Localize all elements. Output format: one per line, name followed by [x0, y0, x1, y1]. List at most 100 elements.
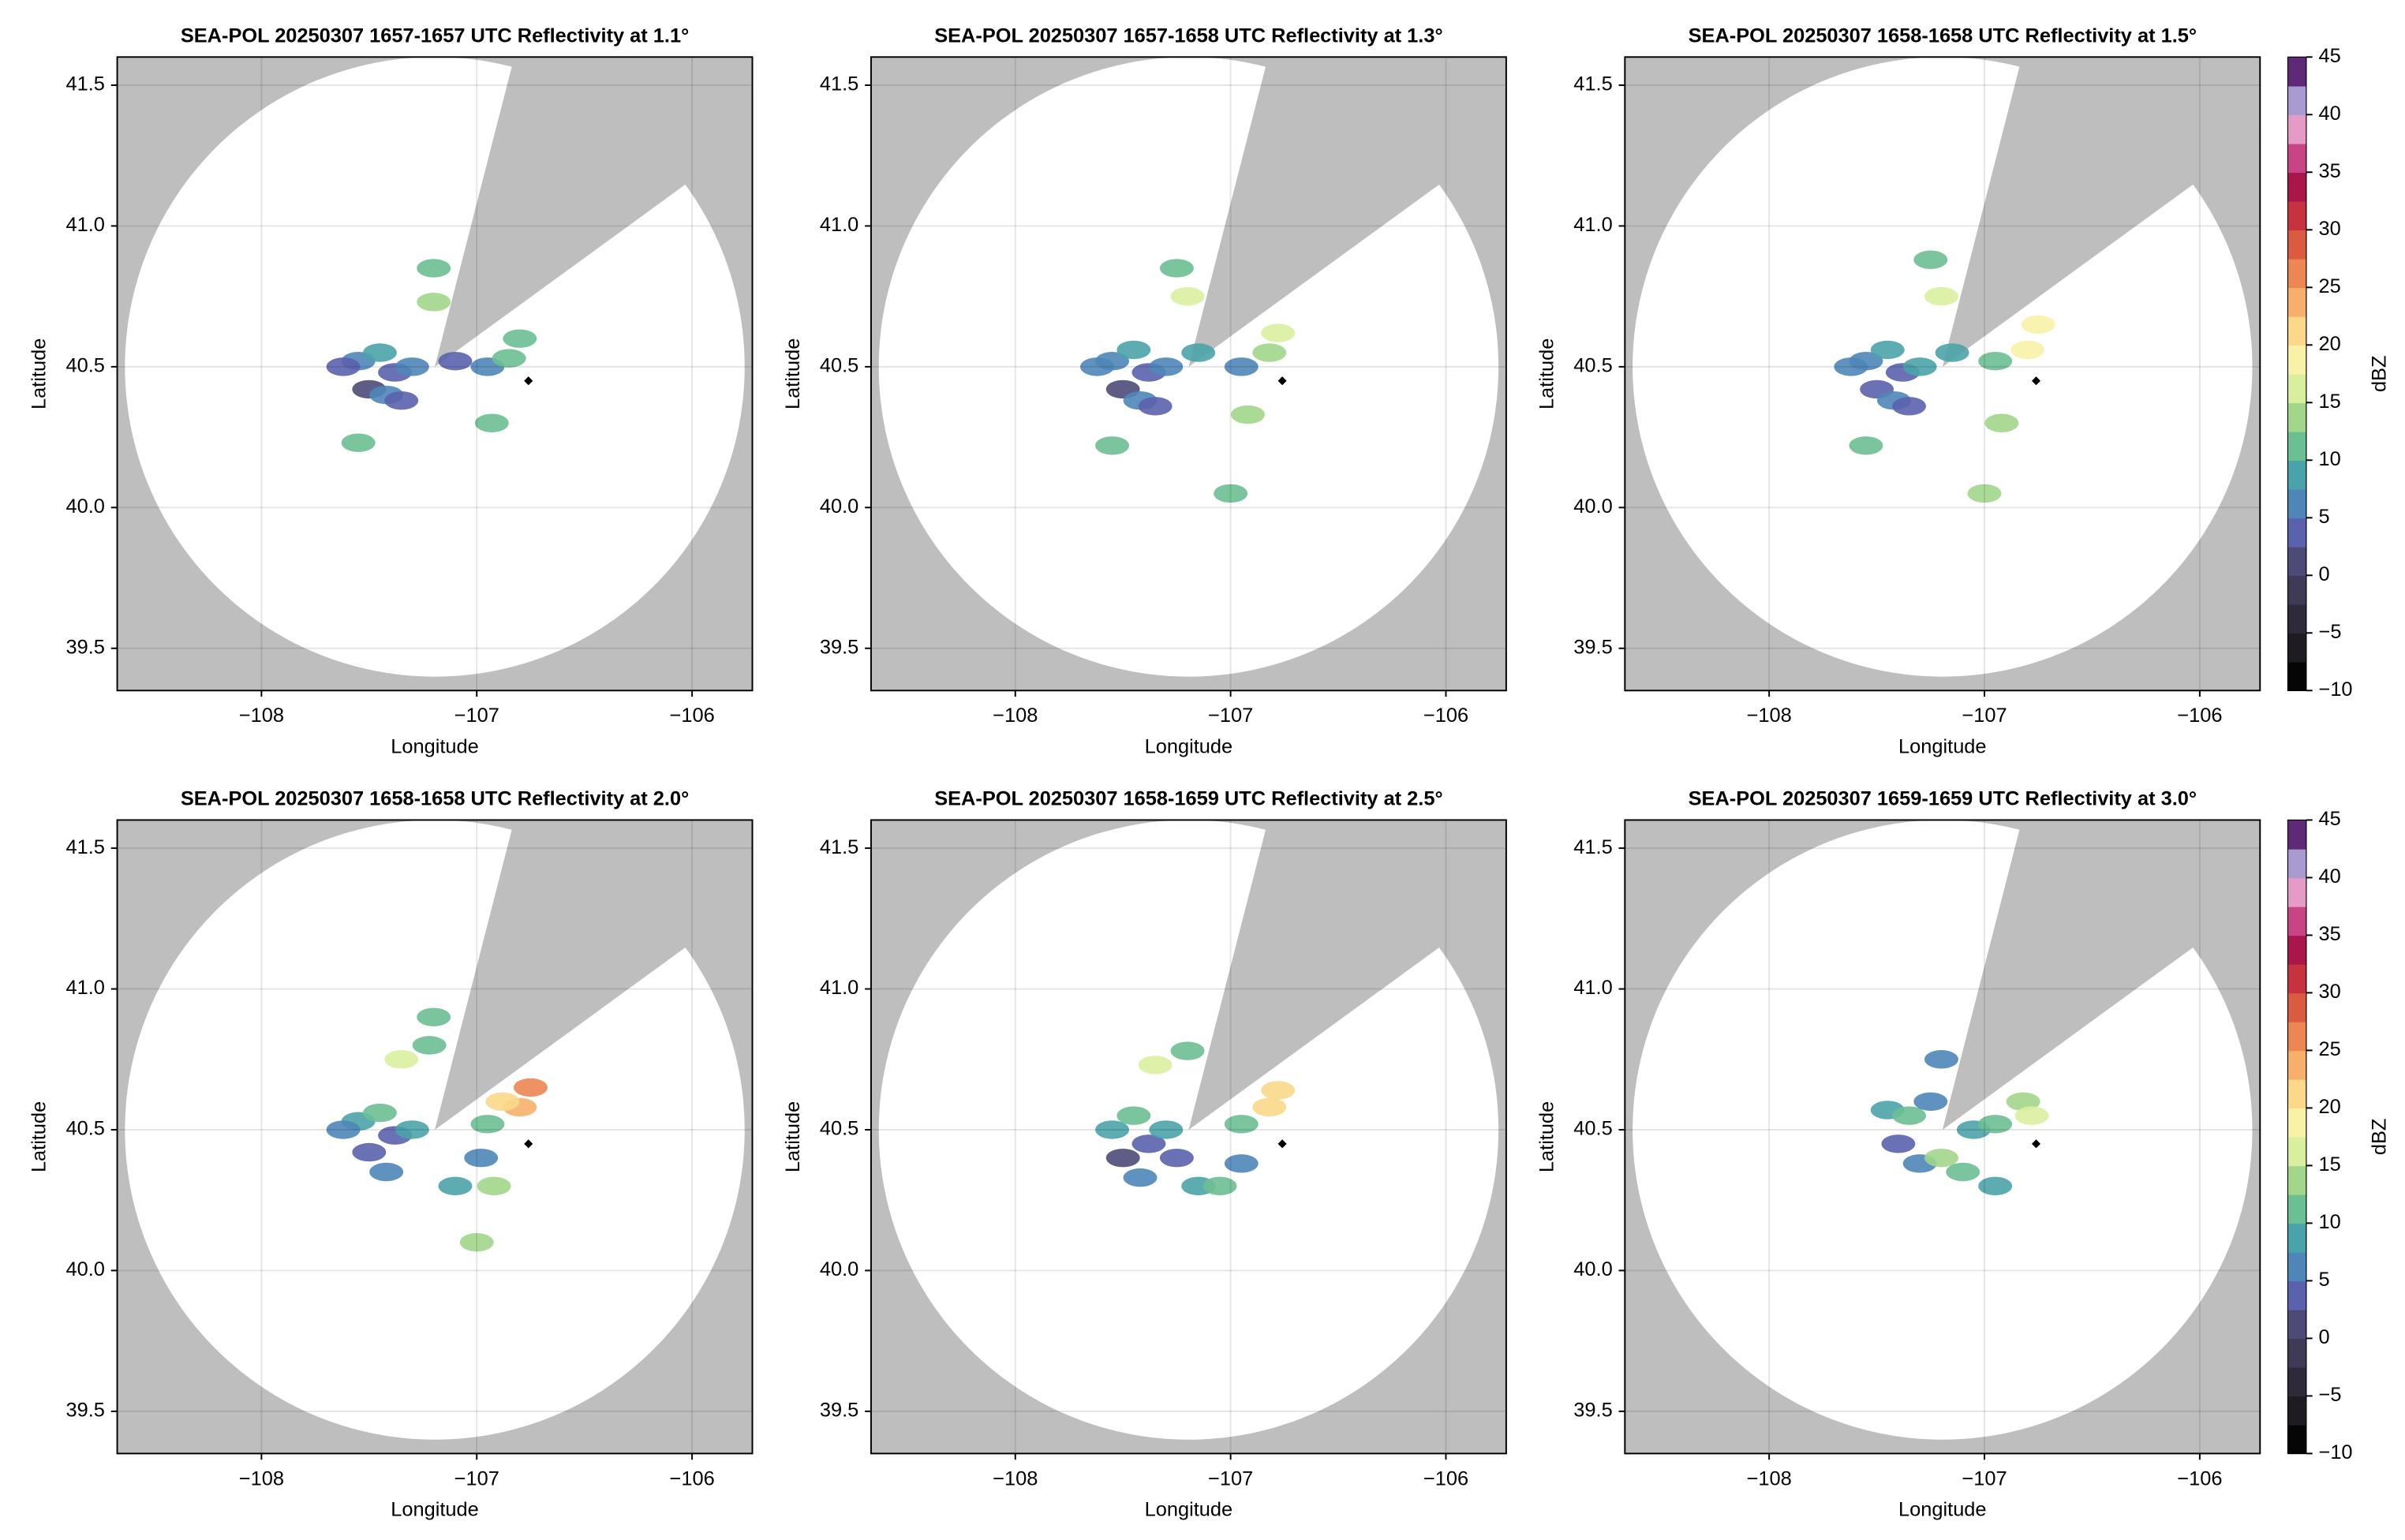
- echo-cell: [1881, 1134, 1916, 1153]
- x-axis-label: Longitude: [1898, 735, 1986, 757]
- colorbar-bin: [2287, 488, 2306, 519]
- echo-cell: [1170, 286, 1205, 306]
- colorbar-bin: [2287, 1165, 2306, 1195]
- y-tick-label: 41.5: [820, 73, 858, 95]
- axes-frame: [1624, 56, 2261, 692]
- y-tick-label: 39.5: [820, 636, 858, 658]
- echo-cell: [2021, 315, 2055, 335]
- echo-cell: [513, 1078, 548, 1097]
- plot-area: [117, 57, 753, 691]
- echo-cell: [470, 1115, 505, 1134]
- colorbar-bin: [2287, 172, 2306, 202]
- x-tick-label: −107: [1208, 1467, 1253, 1490]
- y-tick-label: 41.5: [1573, 73, 1612, 95]
- colorbar-tick-label: 0: [2319, 1326, 2330, 1348]
- echo-cell: [384, 1050, 419, 1069]
- echo-cell: [1834, 357, 1868, 376]
- echo-cell: [1978, 1176, 2013, 1196]
- echo-cell: [362, 1103, 397, 1123]
- echo-cell: [1892, 397, 1927, 416]
- echo-cell: [1913, 250, 1948, 269]
- echo-cell: [1123, 1168, 1158, 1187]
- x-tick-label: −106: [670, 705, 715, 727]
- y-tick-label: 41.0: [820, 214, 858, 236]
- y-axis-label: Latitude: [28, 1101, 50, 1172]
- echo-cell: [1913, 1092, 1948, 1112]
- y-tick-label: 41.0: [1573, 214, 1612, 236]
- y-axis-label: Latitude: [782, 338, 804, 409]
- blocked-sector: [1188, 57, 1506, 367]
- echo-cell: [1946, 1162, 1980, 1182]
- colorbar-bin: [2287, 143, 2306, 174]
- x-tick-label: −106: [1423, 1467, 1468, 1490]
- colorbar-bin: [2287, 431, 2306, 462]
- echo-cell: [1870, 340, 1905, 360]
- colorbar-tick-label: 30: [2319, 981, 2341, 1003]
- colorbar-bin: [2287, 57, 2306, 87]
- x-tick-label: −107: [454, 1467, 499, 1490]
- x-tick-label: −106: [2177, 1467, 2222, 1490]
- echo-cell: [2014, 1106, 2049, 1125]
- colorbar-bin: [2287, 575, 2306, 605]
- y-tick-label: 41.5: [820, 836, 858, 858]
- x-tick-label: −106: [670, 1467, 715, 1490]
- echo-cell: [1116, 1106, 1151, 1125]
- plot-area: [1625, 820, 2261, 1454]
- echo-cell: [1095, 436, 1130, 455]
- echo-cell: [1261, 1081, 1296, 1100]
- echo-cell: [384, 391, 419, 410]
- colorbar-tick-label: 40: [2319, 865, 2341, 888]
- echo-cell: [1924, 286, 1958, 306]
- plot-area: [117, 820, 753, 1454]
- y-tick-label: 40.5: [820, 355, 858, 377]
- y-tick-label: 41.5: [1573, 836, 1612, 858]
- colorbar-tick-label: 35: [2319, 160, 2341, 182]
- echo-cell: [1116, 340, 1151, 360]
- echo-cell: [464, 1148, 499, 1168]
- echo-cell: [326, 1120, 361, 1139]
- y-axis-label: Latitude: [782, 1101, 804, 1172]
- x-axis-label: Longitude: [391, 1498, 478, 1520]
- x-axis-label: Longitude: [1145, 735, 1232, 757]
- axes-frame: [116, 819, 754, 1455]
- x-tick-label: −108: [993, 705, 1038, 727]
- chart-title: SEA-POL 20250307 1659-1659 UTC Reflectiv…: [1689, 788, 2197, 810]
- colorbar-label: dBZ: [2368, 1119, 2390, 1156]
- colorbar-bin: [2287, 373, 2306, 404]
- colorbar-bin: [2287, 1396, 2306, 1426]
- echo-cell: [474, 413, 509, 432]
- plot-area: [870, 820, 1506, 1454]
- echo-cell: [1138, 397, 1173, 416]
- colorbar-tick-label: 25: [2319, 275, 2341, 297]
- colorbar-bin: [2287, 460, 2306, 490]
- echo-cell: [438, 1176, 473, 1196]
- echo-cell: [1105, 1148, 1140, 1168]
- echo-cell: [417, 1007, 451, 1026]
- echo-cell: [417, 293, 451, 312]
- colorbar-bin: [2287, 1050, 2306, 1080]
- echo-cell: [362, 343, 397, 362]
- colorbar-bin: [2287, 963, 2306, 994]
- radar-site: [2031, 376, 2041, 386]
- x-tick-label: −108: [1747, 1467, 1792, 1490]
- axes-frame: [1624, 819, 2261, 1455]
- echo-cell: [1159, 259, 1194, 278]
- echo-cell: [1978, 352, 2013, 371]
- echo-cell: [1224, 1154, 1259, 1173]
- colorbar-bin: [2287, 200, 2306, 231]
- echo-cell: [1252, 1097, 1287, 1117]
- y-tick-label: 41.0: [66, 977, 105, 999]
- colorbar-bin: [2287, 1021, 2306, 1052]
- y-tick-label: 40.0: [66, 495, 105, 518]
- colorbar-bin: [2287, 258, 2306, 289]
- colorbar-tick-label: −5: [2319, 621, 2342, 643]
- blocked-sector: [1942, 820, 2261, 1131]
- colorbar-bin: [2287, 604, 2306, 634]
- y-tick-label: 40.0: [820, 1258, 858, 1280]
- echo-cell: [503, 329, 537, 348]
- radar-site: [524, 376, 533, 386]
- echo-cell: [1252, 343, 1287, 362]
- colorbar-tick-label: −10: [2319, 1441, 2353, 1463]
